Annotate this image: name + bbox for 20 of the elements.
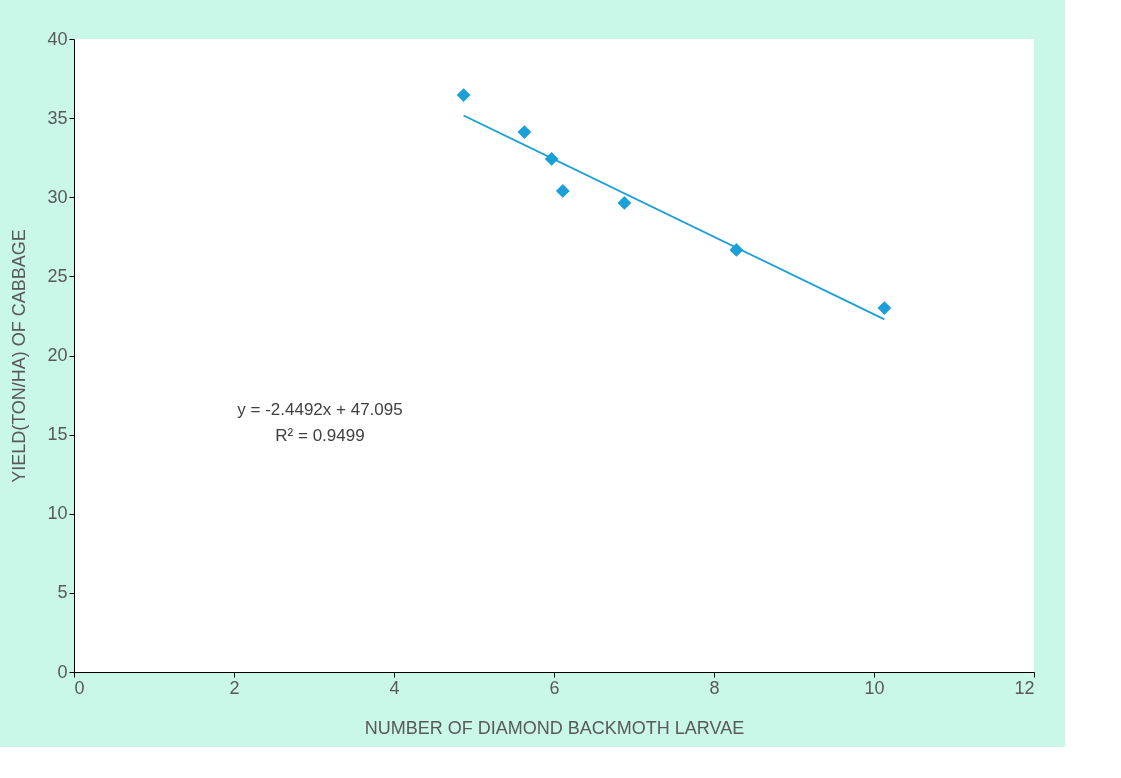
x-axis-title: NUMBER OF DIAMOND BACKMOTH LARVAE	[364, 717, 745, 738]
y-tick-label: 0	[57, 661, 68, 682]
x-tick-label: 12	[1014, 677, 1035, 698]
y-tick-label: 10	[47, 503, 68, 524]
y-tick-label: 20	[47, 345, 68, 365]
x-tick-label: 10	[864, 677, 885, 698]
x-tick-label: 8	[709, 677, 720, 698]
y-tick-label: 35	[47, 107, 68, 128]
y-tick-label: 25	[47, 265, 68, 286]
x-tick-label: 4	[389, 677, 400, 698]
annotation: R² = 0.9499	[275, 426, 365, 445]
y-tick-label: 40	[47, 28, 68, 49]
x-tick-label: 0	[74, 677, 85, 698]
annotation: y = -2.4492x + 47.095	[237, 400, 403, 419]
y-axis-title: YIELD(TON/HA) OF CABBAGE	[9, 229, 30, 483]
x-tick-label: 2	[229, 677, 240, 698]
y-tick-label: 15	[47, 424, 68, 445]
x-tick-label: 6	[549, 677, 560, 698]
y-tick-label: 30	[47, 186, 68, 207]
y-tick-label: 5	[57, 582, 68, 603]
